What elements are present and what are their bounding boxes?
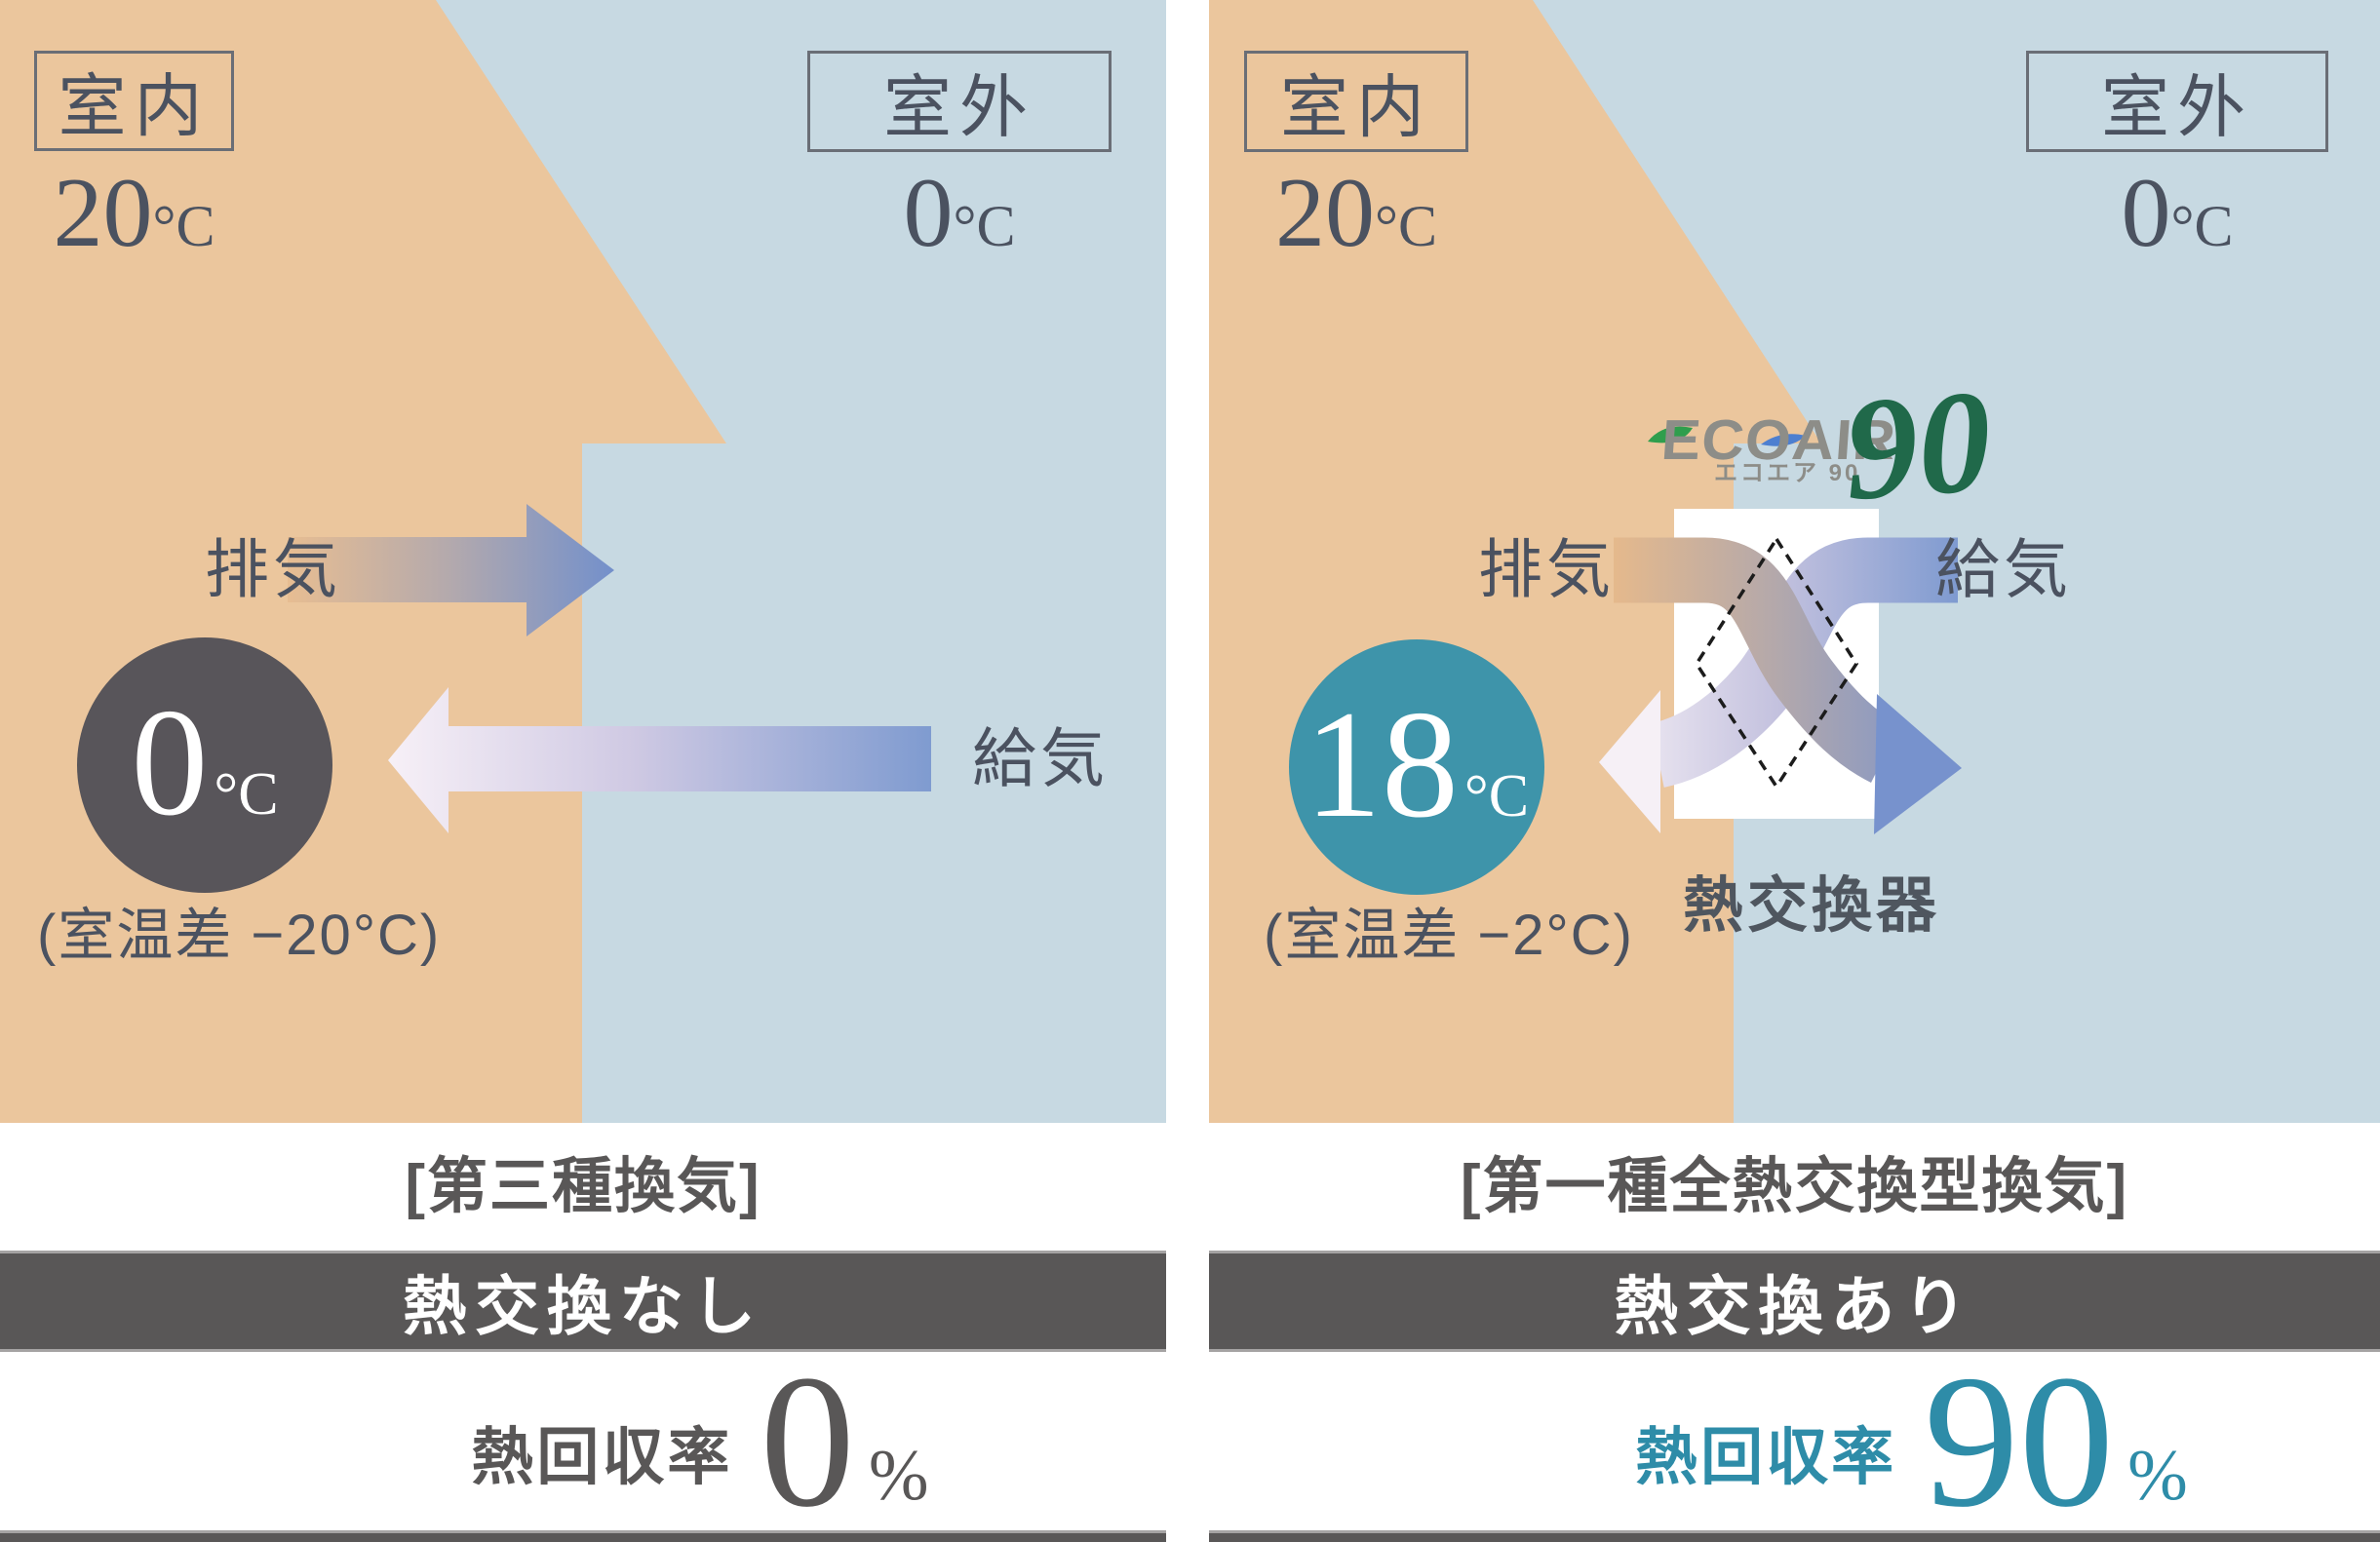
bottom-strip-left [0, 1530, 1166, 1542]
exhaust-arrow-right-icon [1614, 537, 1901, 783]
heat-exchange-bar-right: 熱交換あり [1209, 1251, 2380, 1352]
caption-left: [第三種換気] [405, 1153, 761, 1220]
outdoor-label-left: 室外 [883, 68, 1035, 145]
blue-swoosh-icon [1761, 434, 1806, 446]
indoor-box-right: 室内 [1244, 51, 1468, 152]
exhaust-label-right: 排気 [1478, 533, 1615, 605]
heat-exchange-bar-left: 熱交換なし [0, 1251, 1166, 1352]
outdoor-box-left: 室外 [807, 51, 1112, 152]
outdoor-temp-right: 0°C [2121, 158, 2234, 268]
ecoair-number: 90 [1839, 359, 1997, 532]
temp-diff-note-left: (室温差 −20°C) [37, 904, 442, 967]
indoor-temp-left: 20°C [53, 158, 215, 268]
outdoor-label-right: 室外 [2101, 68, 2253, 145]
exchanger-label: 熱交換器 [1683, 872, 1941, 940]
exhaust-arrow-left-icon [288, 504, 614, 636]
result-temp-circle-right: 18 °C [1289, 639, 1544, 895]
outdoor-temp-left: 0°C [903, 158, 1016, 268]
indoor-temp-right: 20°C [1274, 158, 1437, 268]
outdoor-box-right: 室外 [2026, 51, 2328, 152]
caption-right: [第一種全熱交換型換気] [1460, 1153, 2129, 1220]
supply-label-left: 給気 [972, 722, 1109, 794]
exhaust-arrowhead-right-icon [1874, 694, 1962, 834]
recovery-line-left: 熱回収率 0% [471, 1335, 929, 1542]
supply-label-right: 給気 [1935, 533, 2072, 605]
left-outdoor-area [436, 0, 1166, 1123]
temp-diff-note-right: (室温差 −2°C) [1264, 904, 1634, 967]
ecoair-subtext: エコエア 90 [1714, 460, 1861, 486]
heat-exchanger-diamond-icon [1694, 535, 1859, 790]
indoor-box-left: 室内 [34, 51, 234, 151]
exhaust-label-left: 排気 [205, 533, 341, 605]
bottom-strip-right [1209, 1530, 2380, 1542]
leaf-swoosh-icon [1648, 426, 1693, 443]
recovery-line-right: 熱回収率 90% [1635, 1335, 2188, 1542]
result-temp-circle-left: 0 °C [77, 637, 332, 893]
supply-arrowhead-right-icon [1599, 690, 1660, 833]
supply-arrow-left-icon [388, 687, 931, 833]
indoor-label-right: 室内 [1280, 68, 1432, 145]
indoor-label-left: 室内 [58, 68, 211, 144]
